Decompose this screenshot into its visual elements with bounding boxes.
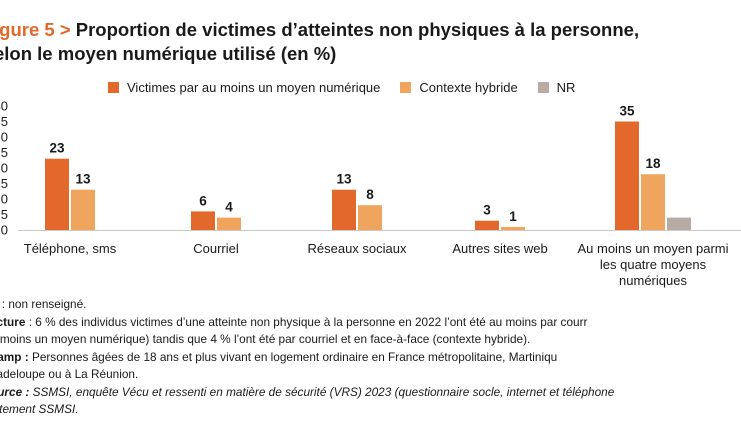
bar-hybrid <box>217 217 241 230</box>
note-source-label: ource : <box>0 384 30 399</box>
y-tick-label: 10 <box>0 192 8 207</box>
bar-chart: 40353025201510502313Téléphone, sms64Cour… <box>0 99 741 288</box>
data-label: 8 <box>366 187 374 202</box>
x-tick-label: Réseaux sociaux <box>308 241 407 256</box>
x-tick-label: numériques <box>619 273 687 288</box>
title-text-1: Proportion de victimes d’atteintes non p… <box>75 19 640 40</box>
data-label: 23 <box>49 141 65 156</box>
note-lecture-text-1: : 6 % des individus victimes d’une attei… <box>25 314 588 329</box>
bar-digital <box>191 211 215 230</box>
y-tick-label: 25 <box>0 145 8 160</box>
data-label: 13 <box>75 172 91 187</box>
note-lecture-cont: u moins un moyen numérique) tandis que 4… <box>0 332 531 346</box>
y-tick-label: 35 <box>0 114 8 129</box>
legend-label-nr: NR <box>556 80 576 95</box>
y-tick-label: 40 <box>0 99 8 114</box>
legend-item-nr: NR <box>537 80 576 95</box>
legend-swatch-digital <box>108 82 119 93</box>
x-tick-label: Au moins un moyen parmi <box>577 241 728 256</box>
data-label: 6 <box>199 193 207 208</box>
legend-swatch-hybrid <box>400 82 412 93</box>
x-tick-label: Courriel <box>193 241 239 256</box>
legend-label-hybrid: Contexte hybride <box>419 80 518 95</box>
y-tick-label: 30 <box>0 130 8 145</box>
data-label: 1 <box>509 209 517 224</box>
bar-digital <box>45 158 69 230</box>
x-tick-label: les quatre moyens <box>600 257 707 272</box>
note-champ: hamp : Personnes âgées de 18 ans et plus… <box>0 349 741 367</box>
y-tick-label: 5 <box>1 207 8 222</box>
bar-hybrid <box>641 174 665 230</box>
data-label: 13 <box>336 172 352 187</box>
note-champ-label: hamp : <box>0 349 29 364</box>
y-tick-label: 0 <box>1 223 8 238</box>
bar-digital <box>332 189 356 230</box>
chart-title: igure 5 > Proportion de victimes d’attei… <box>0 18 741 66</box>
legend-item-hybrid: Contexte hybride <box>400 80 518 95</box>
bar-hybrid <box>358 205 382 230</box>
note-nr: R : non renseigné. <box>0 296 741 314</box>
data-label: 3 <box>483 203 491 218</box>
legend: Victimes par au moins un moyen numérique… <box>108 80 595 95</box>
note-lecture: ecture : 6 % des individus victimes d’un… <box>0 314 741 332</box>
legend-label-digital: Victimes par au moins un moyen numérique <box>127 80 381 95</box>
note-source-cont: aitement SSMSI. <box>0 402 79 416</box>
title-line-2: elon le moyen numérique utilisé (en %) <box>0 43 337 64</box>
bar-digital <box>615 121 639 230</box>
legend-item-digital: Victimes par au moins un moyen numérique <box>108 80 380 95</box>
data-label: 4 <box>225 200 233 215</box>
note-source-text-1: SSMSI, enquête Vécu et ressenti en matiè… <box>29 384 615 399</box>
x-tick-label: Téléphone, sms <box>24 241 117 256</box>
x-tick-label: Autres sites web <box>452 241 547 256</box>
note-nr-text: : non renseigné. <box>0 297 87 311</box>
figure-label: igure 5 > <box>0 19 76 40</box>
note-champ-text-1: Personnes âgées de 18 ans et plus vivant… <box>28 349 558 364</box>
note-lecture-label: ecture <box>0 314 26 329</box>
data-label: 35 <box>619 104 635 119</box>
data-label: 18 <box>645 156 661 171</box>
bar-digital <box>475 220 499 230</box>
title-line-1: igure 5 > Proportion de victimes d’attei… <box>0 18 741 42</box>
bar-nr <box>667 217 691 230</box>
note-champ-cont: uadeloupe ou à La Réunion. <box>0 367 139 381</box>
note-source: ource : SSMSI, enquête Vécu et ressenti … <box>0 384 741 402</box>
chart-notes: R : non renseigné. ecture : 6 % des indi… <box>0 296 741 419</box>
bar-hybrid <box>71 189 95 230</box>
bar-hybrid <box>501 226 525 230</box>
y-tick-label: 15 <box>0 176 8 191</box>
legend-swatch-nr <box>537 82 549 93</box>
y-tick-label: 20 <box>0 161 8 176</box>
